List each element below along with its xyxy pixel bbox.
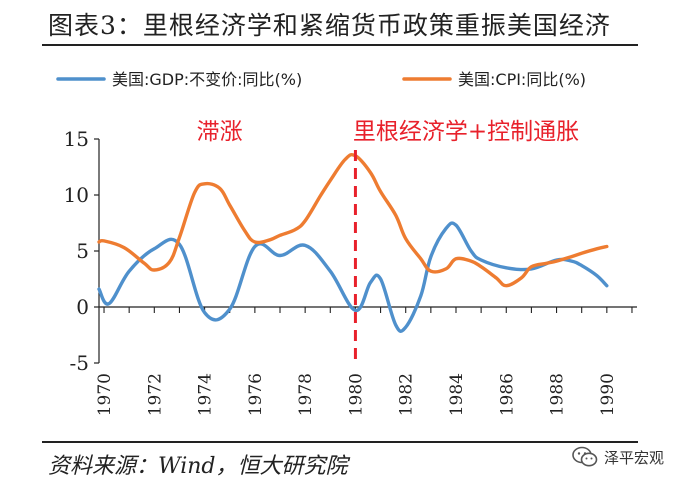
y-ticks: -5 0 5 10 15 (64, 127, 99, 375)
annotation-label: 滞涨 (197, 119, 243, 145)
x-tick-label: 1986 (497, 373, 517, 416)
x-tick-label: 1980 (346, 373, 366, 416)
series-group (97, 152, 609, 333)
y-tick-label: 5 (76, 239, 89, 263)
y-tick-label: 0 (76, 295, 89, 319)
legend: 美国:GDP:不变价:同比(%) 美国:CPI:同比(%) (56, 70, 586, 89)
x-ticks: 1970 1972 1974 1976 1978 1980 1982 1984 1986 1988… (95, 307, 633, 416)
legend-label-cpi: 美国:CPI:同比(%) (458, 70, 586, 89)
figure-title: 图表3：里根经济学和紧缩货币政策重振美国经济 (48, 11, 611, 40)
annotation-label: 里根经济学+控制通胀 (353, 119, 579, 145)
series-line-cpi (97, 152, 609, 288)
source-rule (42, 441, 638, 443)
watermark: 泽平宏观 (572, 446, 664, 468)
x-tick-label: 1990 (598, 373, 618, 416)
y-tick-label: -5 (70, 351, 89, 375)
title-rule (42, 44, 638, 46)
watermark-text: 泽平宏观 (604, 448, 665, 467)
x-tick-label: 1982 (397, 373, 417, 416)
legend-label-gdp: 美国:GDP:不变价:同比(%) (112, 70, 302, 89)
x-tick-label: 1976 (246, 373, 266, 416)
x-tick-label: 1988 (548, 373, 568, 416)
wechat-icon (572, 446, 598, 467)
source-note: 资料来源：Wind，恒大研究院 (48, 454, 348, 479)
y-tick-label: 10 (64, 183, 89, 207)
y-tick-label: 15 (64, 127, 89, 151)
series-line-gdp (97, 221, 609, 333)
x-tick-label: 1972 (145, 373, 165, 416)
x-tick-label: 1984 (447, 373, 467, 416)
x-tick-label: 1974 (196, 373, 216, 416)
x-tick-label: 1970 (95, 373, 115, 416)
annotations: 滞涨 里根经济学+控制通胀 (197, 119, 579, 366)
x-tick-label: 1978 (296, 373, 316, 416)
